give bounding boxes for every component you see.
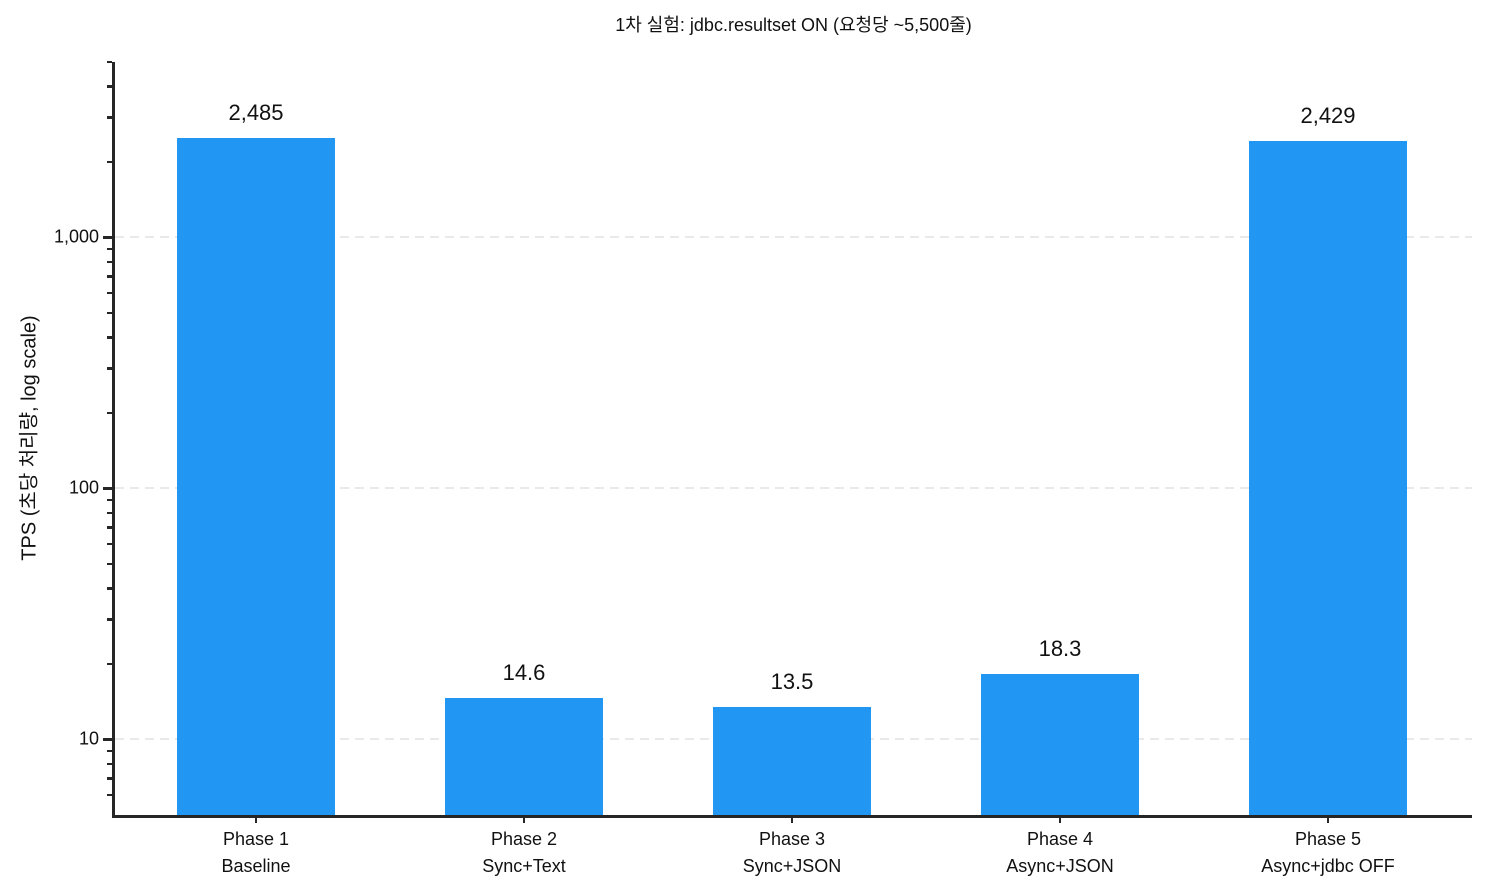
y-minor-tick xyxy=(107,367,112,370)
x-tick xyxy=(254,815,258,823)
y-minor-tick xyxy=(107,793,112,797)
x-tick xyxy=(1326,815,1330,823)
y-tick-label: 100 xyxy=(68,477,99,498)
y-tick-label: 10 xyxy=(78,728,99,749)
y-minor-tick xyxy=(107,160,112,164)
x-tick-label-line1: Phase 2 xyxy=(490,829,558,849)
y-gridline xyxy=(115,236,1472,239)
y-tick-label: 1,000 xyxy=(53,226,99,247)
bar-phase-2 xyxy=(445,698,603,815)
x-tick-label: Phase 3 Sync+JSON xyxy=(743,826,842,880)
x-tick-label-line2: Async+JSON xyxy=(1006,856,1114,876)
bar-phase-5 xyxy=(1249,140,1407,815)
bar-value-label: 2,429 xyxy=(1300,102,1356,128)
y-minor-tick xyxy=(107,247,112,251)
y-minor-tick xyxy=(107,275,112,278)
y-minor-tick xyxy=(107,411,112,415)
y-minor-tick xyxy=(107,526,112,529)
bar-phase-4 xyxy=(981,673,1139,815)
y-minor-tick xyxy=(107,511,112,515)
bar-phase-3 xyxy=(713,706,871,815)
y-minor-tick xyxy=(107,562,112,566)
bar-value-label: 18.3 xyxy=(1038,635,1082,661)
y-gridline xyxy=(115,487,1472,490)
y-minor-tick xyxy=(107,116,112,119)
y-axis-line xyxy=(112,62,115,818)
x-tick-label-line1: Phase 5 xyxy=(1294,829,1362,849)
y-minor-tick xyxy=(107,336,112,339)
x-tick-label: Phase 4 Async+JSON xyxy=(1006,826,1114,880)
y-major-tick xyxy=(103,738,112,741)
y-minor-tick xyxy=(107,662,112,666)
y-minor-tick xyxy=(107,85,112,88)
bar-value-label: 2,485 xyxy=(228,100,284,126)
x-tick-label-line1: Phase 4 xyxy=(1026,829,1094,849)
y-minor-tick xyxy=(107,542,112,546)
y-major-tick xyxy=(103,236,112,239)
x-tick-label-line1: Phase 3 xyxy=(758,829,826,849)
x-tick-label-line2: Sync+Text xyxy=(482,856,566,876)
x-tick-label-line2: Baseline xyxy=(221,856,291,876)
x-tick xyxy=(522,815,526,823)
y-minor-tick xyxy=(107,587,112,590)
bar-value-label: 14.6 xyxy=(502,660,546,686)
x-tick-label: Phase 1 Baseline xyxy=(221,826,290,880)
y-minor-tick xyxy=(107,311,112,315)
y-minor-tick xyxy=(107,498,112,502)
x-tick xyxy=(790,815,794,823)
x-tick xyxy=(1058,815,1062,823)
y-minor-tick xyxy=(107,291,112,295)
x-tick-label-line2: Async+jdbc OFF xyxy=(1261,856,1395,876)
x-tick-label: Phase 2 Sync+Text xyxy=(482,826,566,880)
y-minor-tick xyxy=(107,260,112,264)
chart-title: 1차 실험: jdbc.resultset ON (요청당 ~5,500줄) xyxy=(615,15,972,35)
y-minor-tick xyxy=(107,618,112,621)
x-tick-label-line2: Sync+JSON xyxy=(742,856,842,876)
y-major-tick xyxy=(103,487,112,490)
y-minor-tick xyxy=(107,60,112,64)
x-tick-label-line1: Phase 1 xyxy=(222,829,290,849)
y-minor-tick xyxy=(107,777,112,780)
bar-value-label: 13.5 xyxy=(770,668,814,694)
y-minor-tick xyxy=(107,749,112,753)
bar-phase-1 xyxy=(177,138,335,815)
x-tick-label: Phase 5 Async+jdbc OFF xyxy=(1261,826,1395,880)
y-minor-tick xyxy=(107,762,112,766)
